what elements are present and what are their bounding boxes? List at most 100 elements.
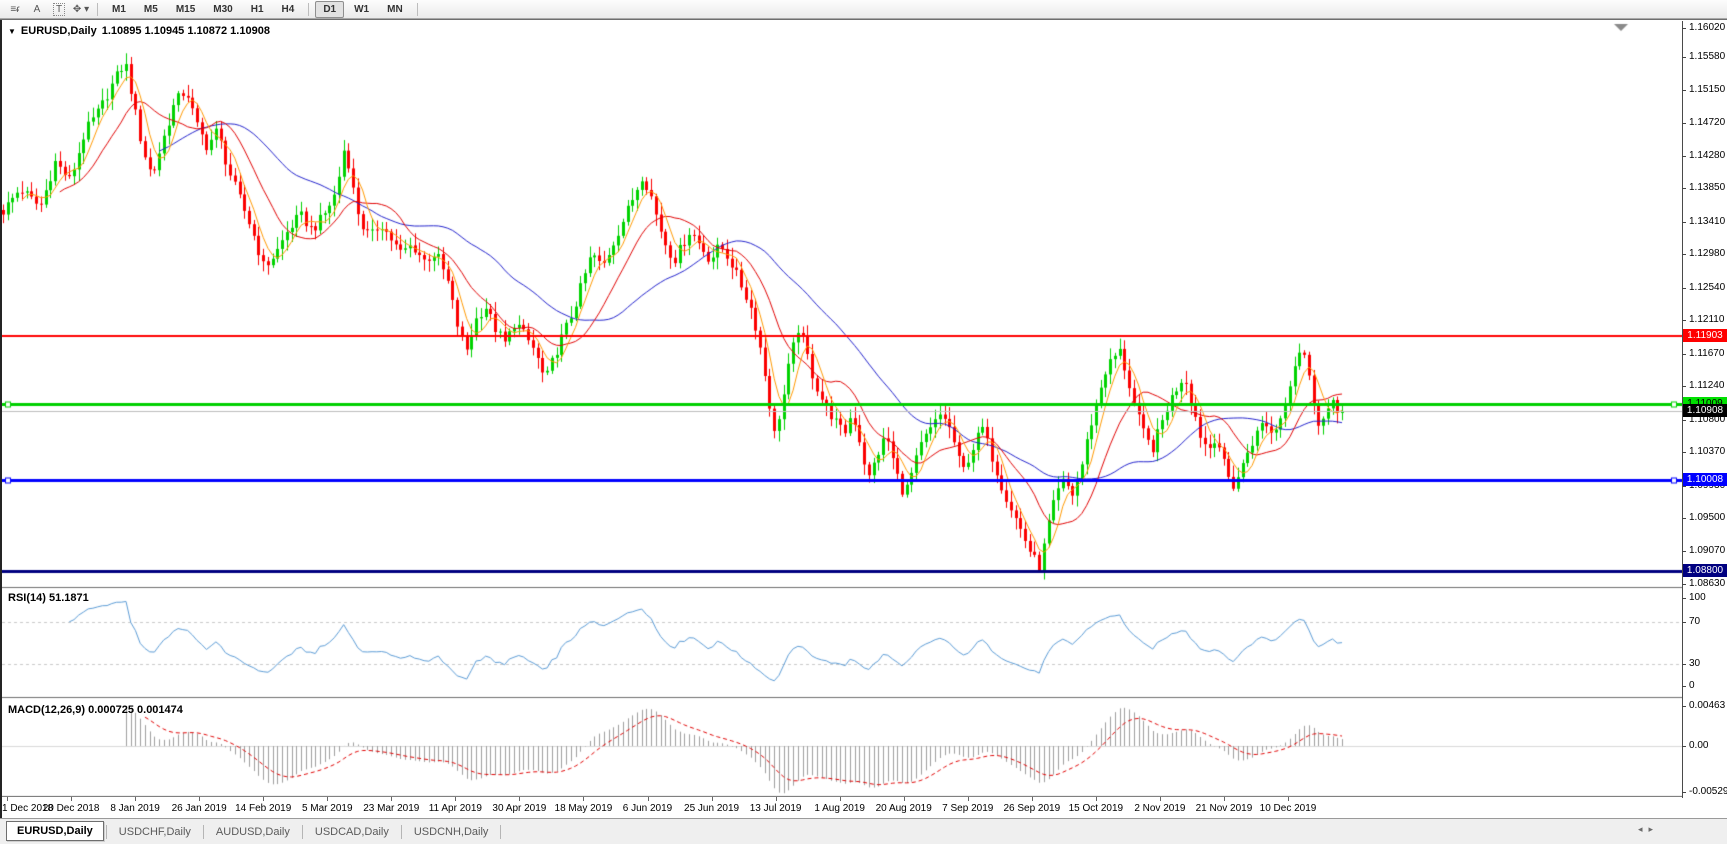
rsi-axis-label: 0 (1682, 680, 1727, 692)
date-tick (1223, 797, 1225, 801)
timeframe-button-h1[interactable]: H1 (250, 3, 264, 15)
date-tick (1095, 797, 1097, 801)
date-label: 23 Mar 2019 (363, 803, 420, 814)
date-label: 8 Jan 2019 (110, 803, 160, 814)
date-tick (1159, 797, 1161, 801)
price-axis-label: 1.11670 (1682, 348, 1727, 360)
date-tick (71, 797, 73, 801)
timeframe-button-w1[interactable]: W1 (354, 3, 370, 15)
text-box-icon[interactable]: T (49, 2, 69, 17)
top-toolbar: ≡ᵳ A T ✥ ▾ M1 M5 M15 M30 H1 H4 D1 W1 MN (0, 0, 1727, 19)
date-label: 11 Apr 2019 (428, 803, 482, 814)
date-label: 1 Aug 2019 (814, 803, 865, 814)
chart-tab-usdcad[interactable]: USDCAD,Daily (314, 825, 389, 838)
date-label: 20 Dec 2018 (42, 803, 100, 814)
rsi-indicator-label: RSI(14) 51.1871 (8, 592, 89, 604)
date-label: 26 Sep 2019 (1003, 803, 1061, 814)
date-tick (1288, 797, 1289, 801)
timeframe-button-m5[interactable]: M5 (143, 3, 158, 15)
price-axis-label: 1.13410 (1682, 216, 1727, 228)
price-axis-label: 1.12540 (1682, 282, 1727, 294)
macd-indicator-label: MACD(12,26,9) 0.000725 0.001474 (8, 704, 183, 716)
price-axis-label: 1.12980 (1682, 248, 1727, 260)
tab-separator (202, 824, 204, 839)
toolbar-separator (97, 2, 98, 16)
date-label: 21 Nov 2019 (1195, 803, 1253, 814)
date-tick (135, 797, 137, 801)
text-label-icon[interactable]: A (33, 3, 41, 15)
date-label: 18 May 2019 (554, 803, 613, 814)
date-label: 10 Dec 2019 (1259, 803, 1317, 814)
date-axis[interactable]: 1 Dec 2018 20 Dec 2018 8 Jan 2019 26 Jan 20… (2, 797, 1682, 819)
chart-tab-eurusd[interactable]: EURUSD,Daily (6, 820, 104, 841)
date-tick (391, 797, 393, 801)
chevron-down-icon[interactable]: ▼ (8, 26, 16, 36)
date-tick (7, 797, 8, 801)
toolbar-separator (416, 2, 418, 16)
date-label: 25 Jun 2019 (684, 803, 740, 814)
macd-axis-label: -0.005299 (1682, 786, 1727, 798)
date-tick (455, 797, 457, 801)
template-f-icon[interactable]: ≡ᵳ (10, 3, 20, 15)
date-tick (711, 797, 713, 801)
price-level-badge: 1.10908 (1683, 404, 1727, 418)
timeframe-button-h4[interactable]: H4 (281, 3, 295, 15)
price-level-badge: 1.11903 (1683, 328, 1727, 342)
date-tick (647, 797, 649, 801)
rsi-axis-label: 30 (1682, 658, 1727, 670)
timeframe-button-mn[interactable]: MN (387, 3, 403, 15)
symbol-ohlc: 1.10895 1.10945 1.10872 1.10908 (101, 25, 270, 37)
tab-scroll-left-button[interactable]: ◂ (1638, 824, 1643, 834)
macd-axis-label: 0.00 (1682, 740, 1727, 752)
date-tick (839, 797, 841, 801)
date-tick (967, 797, 969, 801)
date-tick (519, 797, 521, 801)
symbol-title: ▼ EURUSD,Daily 1.10895 1.10945 1.10872 1… (8, 25, 270, 37)
rsi-axis-label: 100 (1682, 592, 1727, 604)
macd-axis-label: 0.00463 (1682, 700, 1727, 712)
date-label: 15 Oct 2019 (1068, 803, 1124, 814)
date-tick (263, 797, 265, 801)
price-axis-label: 1.11240 (1682, 380, 1727, 392)
tab-separator (400, 824, 402, 839)
tab-separator (301, 824, 303, 839)
price-axis-label: 1.16020 (1682, 22, 1727, 34)
price-axis-label: 1.14720 (1682, 117, 1727, 129)
chart-tab-bar: EURUSD,Daily USDCHF,Daily AUDUSD,Daily USDC… (0, 818, 1727, 844)
object-style-icon[interactable]: ✥ ▾ (72, 3, 90, 15)
tab-scroll-right-button[interactable]: ▸ (1648, 824, 1654, 834)
timeframe-button-m1[interactable]: M1 (112, 3, 126, 15)
date-label: 20 Aug 2019 (875, 803, 932, 814)
timeframe-button-m30[interactable]: M30 (213, 3, 233, 15)
date-label: 26 Jan 2019 (171, 803, 227, 814)
price-axis-label: 1.14280 (1682, 150, 1727, 162)
price-axis-label: 1.13850 (1682, 182, 1727, 194)
price-axis-label: 1.10800 (1682, 414, 1727, 426)
date-label: 5 Mar 2019 (301, 803, 353, 814)
timeframe-button-m15[interactable]: M15 (175, 3, 196, 15)
tab-separator (500, 824, 502, 839)
timeframe-button-d1[interactable]: D1 (315, 0, 345, 18)
price-axis-label: 1.10370 (1682, 446, 1727, 458)
chart-tab-usdchf[interactable]: USDCHF,Daily (118, 825, 191, 838)
price-axis-label: 1.15580 (1682, 51, 1727, 63)
date-label: 30 Apr 2019 (492, 803, 547, 814)
chart-window: ▼ EURUSD,Daily 1.10895 1.10945 1.10872 1… (0, 19, 1727, 819)
date-tick (775, 797, 777, 801)
price-axis-label: 1.12110 (1682, 314, 1727, 326)
price-level-badge: 1.10008 (1683, 472, 1727, 486)
date-tick (903, 797, 905, 801)
chart-tab-audusd[interactable]: AUDUSD,Daily (215, 825, 290, 838)
date-label: 1 Dec 2018 (2, 803, 54, 814)
date-tick (327, 797, 329, 801)
toolbar-separator (308, 2, 310, 16)
date-label: 13 Jul 2019 (749, 803, 802, 814)
chart-canvas[interactable] (2, 21, 1682, 797)
chart-tab-usdcnh[interactable]: USDCNH,Daily (413, 825, 489, 838)
date-label: 14 Feb 2019 (235, 803, 292, 814)
date-tick (583, 797, 585, 801)
tab-separator (105, 824, 107, 839)
price-level-badge: 1.08800 (1683, 564, 1727, 578)
date-tick (1031, 797, 1033, 801)
price-axis-label: 1.09070 (1682, 545, 1727, 557)
